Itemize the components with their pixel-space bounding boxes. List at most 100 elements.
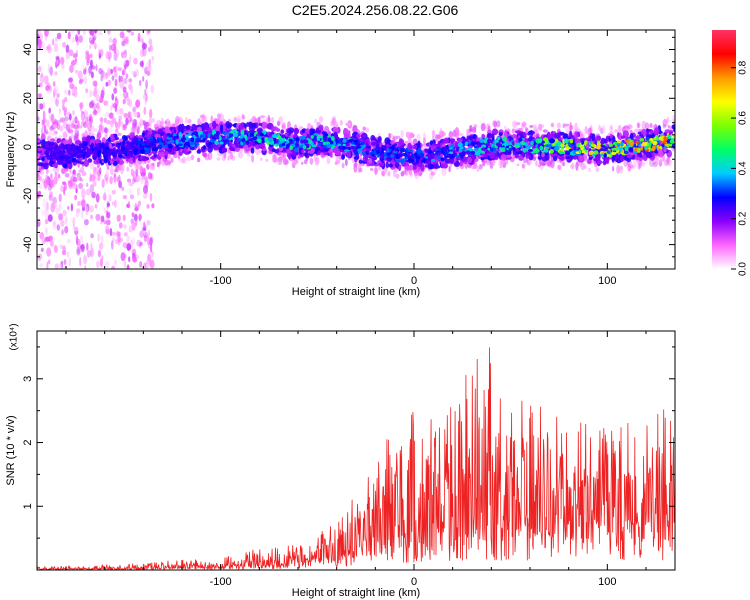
noise-speck	[151, 56, 154, 61]
ridge-blob	[375, 143, 380, 149]
ridge-blob	[140, 138, 143, 143]
band-blob	[429, 140, 433, 146]
ridge-blob	[656, 145, 660, 151]
noise-speck	[150, 45, 153, 52]
ridge-blob	[145, 144, 151, 149]
band-blob	[252, 123, 256, 128]
halo-speck	[569, 124, 574, 131]
halo-speck	[666, 157, 670, 165]
ridge-blob	[314, 135, 317, 141]
halo-speck	[335, 156, 341, 163]
noise-speck	[65, 44, 70, 54]
band-blob	[388, 163, 393, 168]
noise-speck	[119, 107, 124, 115]
noise-speck	[114, 49, 120, 57]
noise-speck	[89, 205, 94, 213]
noise-speck	[42, 198, 47, 209]
noise-speck	[101, 71, 107, 77]
noise-speck	[75, 208, 81, 214]
ridge-blob	[208, 132, 211, 137]
band-blob	[221, 147, 227, 153]
ridge-blob	[603, 146, 609, 152]
ridge-blob	[527, 137, 532, 142]
noise-speck	[90, 174, 96, 182]
halo-speck	[202, 152, 208, 158]
noise-speck	[62, 209, 67, 217]
noise-speck	[105, 228, 110, 235]
noise-speck	[56, 224, 60, 231]
noise-speck	[79, 244, 85, 250]
ridge-blob	[221, 135, 226, 139]
band-blob	[158, 149, 163, 153]
band-blob	[541, 152, 545, 157]
halo-speck	[362, 126, 366, 131]
ridge-blob	[277, 135, 282, 139]
band-blob	[377, 136, 382, 143]
noise-speck	[71, 59, 76, 66]
noise-speck	[95, 64, 98, 72]
ridge-blob	[415, 155, 421, 160]
halo-speck	[116, 167, 122, 171]
ridge-blob	[593, 150, 599, 155]
ridge-blob	[502, 147, 505, 151]
halo-speck	[557, 164, 562, 171]
band-blob	[138, 135, 143, 138]
noise-speck	[56, 32, 62, 40]
noise-speck	[114, 199, 117, 208]
noise-speck	[37, 30, 41, 34]
ridge-blob	[105, 154, 108, 158]
band-blob	[288, 152, 291, 160]
noise-speck	[61, 229, 64, 236]
halo-speck	[272, 154, 278, 162]
halo-speck	[170, 157, 174, 163]
noise-speck	[86, 60, 90, 66]
noise-speck	[85, 50, 90, 55]
noise-speck	[44, 30, 49, 37]
noise-speck	[83, 76, 88, 85]
noise-speck	[85, 188, 91, 196]
noise-speck	[104, 132, 108, 140]
ridge-blob	[512, 141, 515, 146]
band-blob	[404, 165, 411, 171]
noise-speck	[90, 214, 94, 220]
band-blob	[157, 128, 164, 134]
halo-speck	[216, 151, 221, 157]
halo-speck	[306, 123, 312, 130]
halo-speck	[124, 113, 129, 120]
noise-speck	[39, 253, 42, 260]
halo-speck	[137, 176, 142, 181]
halo-speck	[67, 127, 73, 133]
halo-speck	[118, 121, 124, 127]
band-blob	[86, 135, 91, 143]
noise-speck	[68, 77, 74, 83]
ridge-blob	[73, 144, 76, 150]
band-blob	[112, 160, 118, 166]
noise-speck	[48, 107, 51, 114]
halo-speck	[127, 119, 132, 123]
halo-speck	[186, 156, 192, 162]
ridge-blob	[261, 137, 265, 143]
band-blob	[450, 138, 456, 143]
halo-speck	[468, 130, 473, 135]
noise-speck	[105, 51, 110, 60]
halo-speck	[156, 119, 162, 128]
halo-speck	[104, 173, 108, 182]
ridge-blob	[667, 143, 672, 148]
ridge-blob	[502, 136, 507, 142]
noise-speck	[49, 66, 53, 76]
band-blob	[412, 144, 418, 150]
band-blob	[626, 154, 633, 159]
ridge-blob	[448, 147, 453, 150]
band-blob	[303, 152, 308, 157]
halo-speck	[521, 121, 527, 127]
noise-speck	[130, 85, 134, 95]
halo-speck	[84, 116, 89, 124]
ridge-blob	[588, 141, 592, 146]
ridge-blob	[302, 145, 307, 150]
ridge-blob	[566, 147, 569, 151]
halo-speck	[623, 159, 628, 168]
halo-speck	[139, 119, 145, 127]
ridge-blob	[491, 143, 494, 148]
band-blob	[57, 139, 64, 143]
noise-speck	[92, 36, 96, 41]
